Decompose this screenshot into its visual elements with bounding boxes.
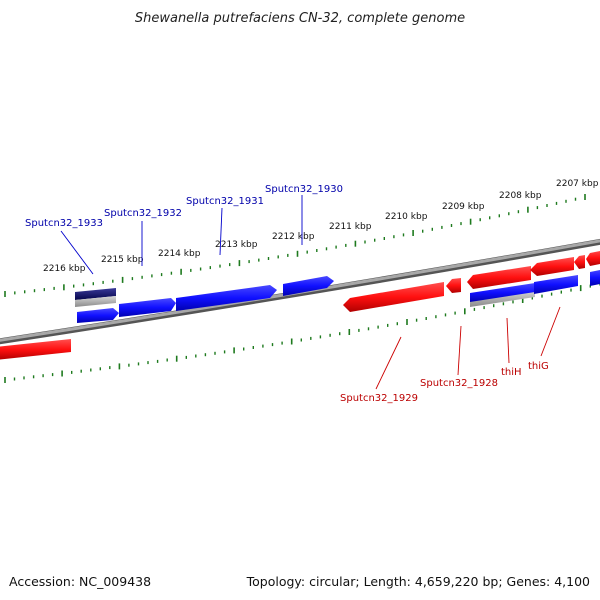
tick-label: 2212 kbp	[272, 232, 315, 242]
map-title: Shewanella putrefaciens CN-32, complete …	[134, 11, 466, 26]
gene-sputcn32-1933[interactable]	[77, 308, 119, 323]
gene-label[interactable]: Sputcn32_1932	[104, 208, 182, 219]
gene-label[interactable]: Sputcn32_1933	[25, 218, 103, 229]
gene-label[interactable]: Sputcn32_1929	[340, 393, 418, 404]
gene-labels: Sputcn32_1933 Sputcn32_1932 Sputcn32_193…	[25, 184, 549, 404]
gene-edge-forward[interactable]	[590, 269, 600, 286]
tick-label: 2211 kbp	[329, 222, 372, 232]
tick-label: 2208 kbp	[499, 191, 542, 201]
tick-labels: 2216 kbp 2215 kbp 2214 kbp 2213 kbp 2212…	[43, 179, 599, 274]
gene-thiF[interactable]	[530, 257, 574, 276]
gene-small-1[interactable]	[574, 255, 585, 269]
gene-label[interactable]: thiG	[528, 361, 549, 372]
gene-sputcn32-1929[interactable]	[343, 282, 444, 312]
gene-sputcn32-1932[interactable]	[119, 298, 176, 317]
gene-sputcn32-1930[interactable]	[283, 276, 334, 296]
tick-label: 2213 kbp	[215, 240, 258, 250]
gene-label[interactable]: thiH	[501, 367, 522, 378]
gene-sputcn32-1928[interactable]	[446, 278, 461, 293]
gene-thiG[interactable]	[534, 275, 578, 294]
gene-thiH[interactable]	[470, 283, 535, 302]
gene-label[interactable]: Sputcn32_1928	[420, 378, 498, 389]
gene-label[interactable]: Sputcn32_1930	[265, 184, 343, 195]
inner-tick-ruler	[4, 282, 600, 383]
label-leaders	[60, 195, 561, 390]
gene-label[interactable]: Sputcn32_1931	[186, 196, 264, 207]
accession-text: Accession: NC_009438	[9, 574, 152, 589]
outer-tick-ruler	[4, 194, 586, 297]
gene-edge-reverse-right[interactable]	[586, 250, 600, 266]
gene-edge-reverse-left[interactable]	[0, 339, 71, 360]
tick-label: 2214 kbp	[158, 249, 201, 259]
tick-label: 2210 kbp	[385, 212, 428, 222]
gene-sputcn32-1931[interactable]	[176, 285, 277, 311]
tick-label: 2209 kbp	[442, 202, 485, 212]
genome-summary-text: Topology: circular; Length: 4,659,220 bp…	[246, 574, 590, 589]
forward-strand-genes	[75, 269, 600, 323]
reverse-strand-genes	[0, 250, 600, 360]
tick-label: 2207 kbp	[556, 179, 599, 189]
gene-thiS[interactable]	[467, 266, 531, 289]
gene-sputcn32-1933-gray[interactable]	[75, 296, 116, 307]
tick-label: 2215 kbp	[101, 255, 144, 265]
tick-label: 2216 kbp	[43, 264, 86, 274]
